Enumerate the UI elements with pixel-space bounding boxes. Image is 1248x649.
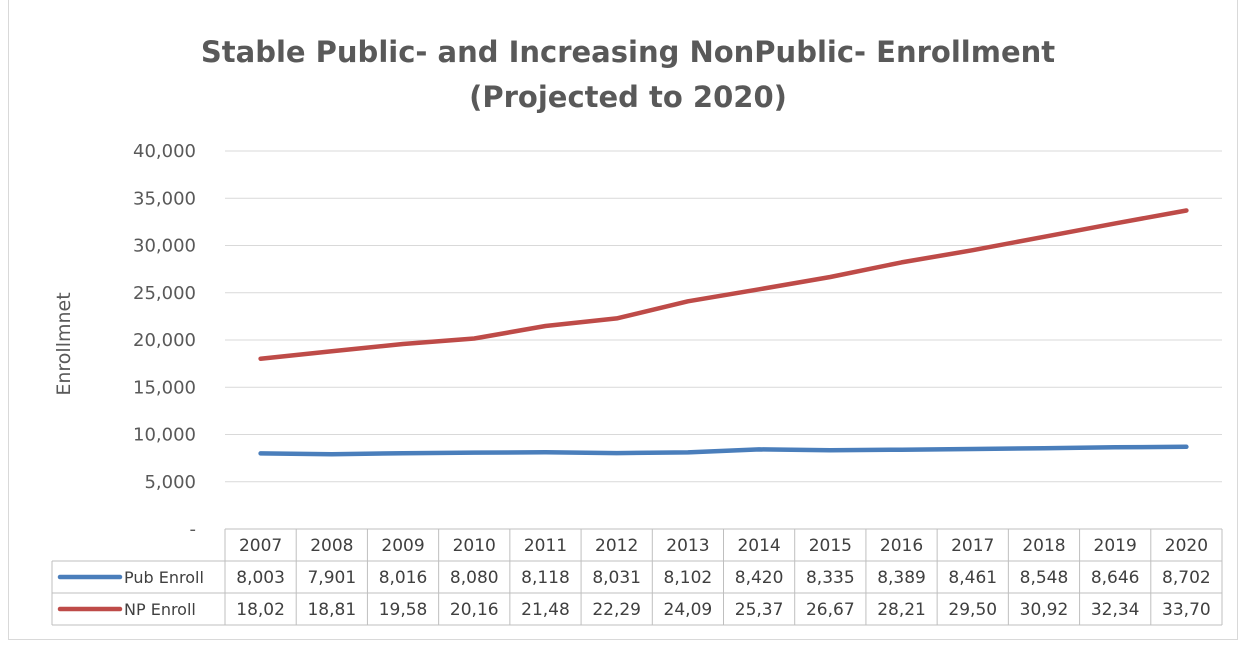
x-tick-label: 2007 <box>239 536 282 556</box>
data-table-cell: 8,646 <box>1091 568 1140 588</box>
y-axis-title: Enrollmnet <box>53 292 75 395</box>
series-lines <box>258 208 1189 457</box>
x-tick-label: 2016 <box>880 536 923 556</box>
data-table-cell: 8,080 <box>450 568 499 588</box>
y-tick-label: 15,000 <box>133 377 196 398</box>
data-table-cell: 20,16 <box>450 600 499 620</box>
chart-title-line-1: Stable Public- and Increasing NonPublic-… <box>201 35 1055 69</box>
x-tick-label: 2015 <box>809 536 852 556</box>
data-table-cell: 8,016 <box>379 568 428 588</box>
y-tick-label: 10,000 <box>133 425 196 446</box>
x-tick-label: 2008 <box>310 536 353 556</box>
data-table-cell: 8,102 <box>664 568 713 588</box>
data-table-cell: 25,37 <box>735 600 784 620</box>
data-table-cell: 33,70 <box>1162 600 1211 620</box>
data-table-cell: 30,92 <box>1020 600 1069 620</box>
data-table-cell: 19,58 <box>379 600 428 620</box>
x-tick-label: 2017 <box>951 536 994 556</box>
data-table-cell: 8,003 <box>236 568 285 588</box>
x-tick-label: 2013 <box>666 536 709 556</box>
data-table-cell: 18,02 <box>236 600 285 620</box>
gridlines <box>225 150 1222 483</box>
data-table-cell: 22,29 <box>592 600 641 620</box>
data-table-cell: 8,389 <box>877 568 926 588</box>
data-table-cell: 28,21 <box>877 600 926 620</box>
chart-frame <box>8 0 1238 640</box>
series-line-pub-enroll <box>258 444 1189 457</box>
data-table: 2007 2008 2009 2010 2011 2012 2013 2014 2015 2016… <box>51 528 1223 626</box>
y-axis-title: Enrollmnet <box>53 292 75 395</box>
series-line-np-enroll <box>258 208 1189 361</box>
data-table-cell: 21,48 <box>521 600 570 620</box>
data-table-cell: 8,031 <box>592 568 641 588</box>
y-tick-label: 40,000 <box>133 141 196 162</box>
data-table-cell: 32,34 <box>1091 600 1140 620</box>
y-tick-label: 20,000 <box>133 330 196 351</box>
data-table-cell: 8,702 <box>1162 568 1211 588</box>
x-tick-label: 2020 <box>1165 536 1208 556</box>
x-tick-label: 2019 <box>1094 536 1137 556</box>
y-tick-label: 30,000 <box>133 236 196 257</box>
y-tick-label: 25,000 <box>133 283 196 304</box>
legend-label: NP Enroll <box>124 600 196 619</box>
x-tick-label: 2012 <box>595 536 638 556</box>
x-tick-label: 2011 <box>524 536 567 556</box>
data-table-cell: 24,09 <box>664 600 713 620</box>
data-table-cell: 8,548 <box>1020 568 1069 588</box>
data-table-cell: 18,81 <box>307 600 356 620</box>
data-table-cell: 8,118 <box>521 568 570 588</box>
x-tick-label: 2018 <box>1022 536 1065 556</box>
data-table-cell: 26,67 <box>806 600 855 620</box>
y-tick-label: 35,000 <box>133 188 196 209</box>
data-table-cell: 7,901 <box>307 568 356 588</box>
data-table-cell: 8,461 <box>948 568 997 588</box>
data-table-cell: 8,420 <box>735 568 784 588</box>
data-table-cell: 8,335 <box>806 568 855 588</box>
legend-label: Pub Enroll <box>124 568 204 587</box>
y-tick-label: 5,000 <box>144 472 196 493</box>
chart-title-line-2: (Projected to 2020) <box>469 80 787 114</box>
data-table-cell: 29,50 <box>948 600 997 620</box>
chart-title: Stable Public- and Increasing NonPublic-… <box>201 35 1055 114</box>
x-tick-label: 2014 <box>737 536 780 556</box>
x-tick-label: 2009 <box>381 536 424 556</box>
x-tick-label: 2010 <box>453 536 496 556</box>
y-axis-ticks: - 5,000 10,000 15,000 20,000 25,000 30,000 35,0… <box>133 141 196 540</box>
y-tick-label: - <box>190 519 197 540</box>
